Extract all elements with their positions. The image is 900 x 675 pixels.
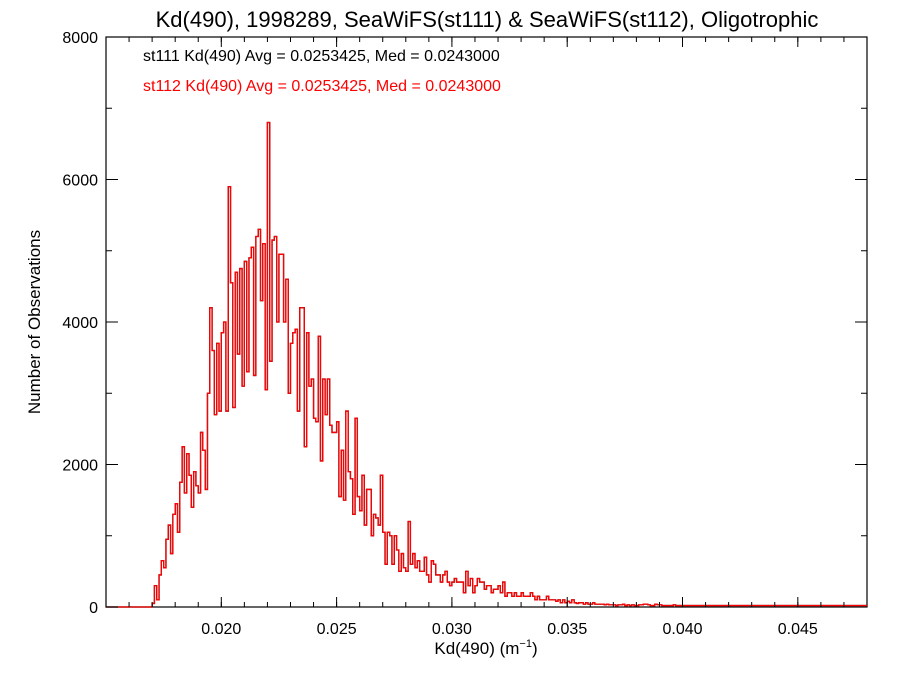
x-tick-label: 0.035 <box>547 621 587 638</box>
histogram-line-st111 <box>106 121 867 608</box>
histogram-line-st112 <box>106 121 867 608</box>
y-axis-label: Number of Observations <box>25 230 44 414</box>
plot-frame <box>105 36 868 608</box>
y-tick-label: 0 <box>89 600 98 617</box>
y-axis-ticks: 0 2000 4000 6000 8000 <box>62 30 867 617</box>
y-tick-label: 8000 <box>62 30 98 47</box>
x-axis-label: Kd(490) (m−1) <box>434 638 537 658</box>
histogram-bars <box>106 121 867 608</box>
y-tick-label: 6000 <box>62 173 98 190</box>
x-tick-label: 0.040 <box>662 621 702 638</box>
y-tick-label: 4000 <box>62 315 98 332</box>
x-tick-label: 0.030 <box>432 621 472 638</box>
y-tick-label: 2000 <box>62 458 98 475</box>
x-tick-label: 0.020 <box>201 621 241 638</box>
st112-stats-annotation: st112 Kd(490) Avg = 0.0253425, Med = 0.0… <box>143 78 501 95</box>
x-tick-label: 0.025 <box>317 621 357 638</box>
plot-area <box>105 36 868 608</box>
x-tick-label: 0.045 <box>778 621 818 638</box>
x-axis-ticks: 0.020 0.025 0.030 0.035 0.040 0.045 <box>128 37 845 638</box>
chart-title: Kd(490), 1998289, SeaWiFS(st111) & SeaWi… <box>156 7 819 32</box>
st111-stats-annotation: st111 Kd(490) Avg = 0.0253425, Med = 0.0… <box>143 48 500 65</box>
